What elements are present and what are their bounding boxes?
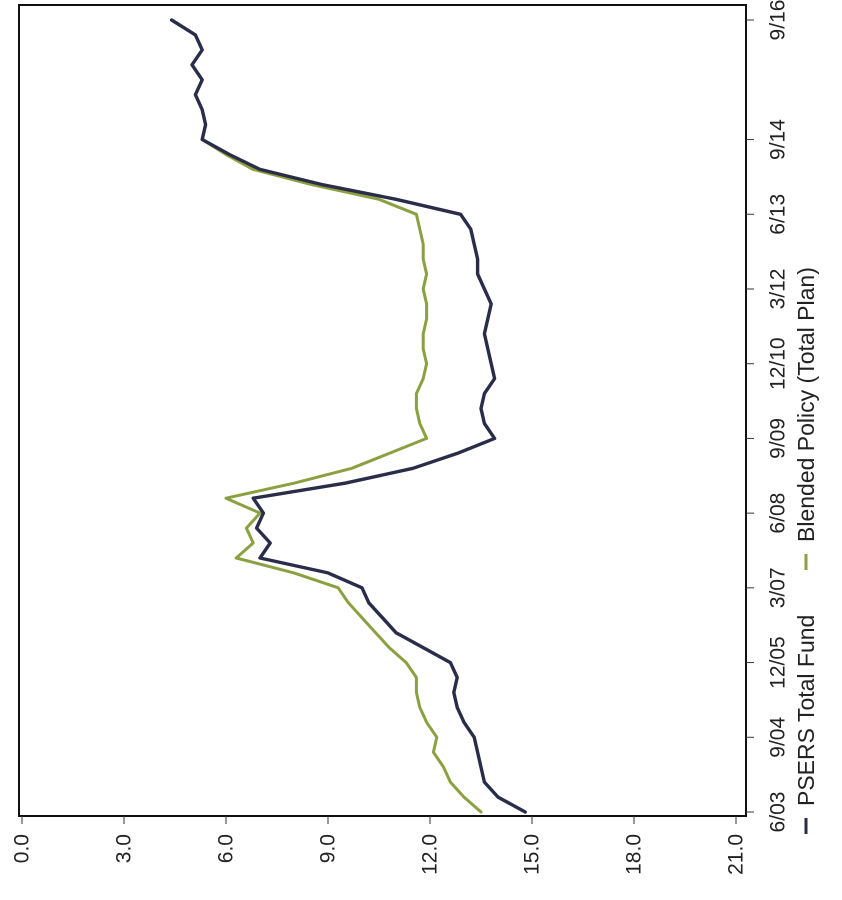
date-tick-label: 6/13 <box>767 194 790 235</box>
date-tick-label: 12/10 <box>767 337 790 390</box>
date-tick-label: 9/09 <box>767 418 790 459</box>
date-tick-label: 3/07 <box>767 567 790 608</box>
value-tick-label: 9.0 <box>317 834 340 863</box>
value-tick-label: 6.0 <box>215 834 238 863</box>
date-tick-label: 9/16 <box>767 0 790 40</box>
value-tick-label: 3.0 <box>113 834 136 863</box>
legend-label: Blended Policy (Total Plan) <box>793 267 819 542</box>
value-tick-label: 21.0 <box>725 834 748 875</box>
value-tick-label: 12.0 <box>419 834 442 875</box>
legend: PSERS Total Fund Blended Policy (Total Pl… <box>793 267 819 834</box>
value-tick-label: 0.0 <box>11 834 34 863</box>
date-tick-label: 9/04 <box>767 717 790 758</box>
series-line-psers-total-fund <box>169 18 527 814</box>
date-tick-label: 9/14 <box>767 119 790 160</box>
series-layer <box>169 18 527 814</box>
date-tick-label: 6/08 <box>767 493 790 534</box>
date-tick-label: 12/05 <box>767 636 790 689</box>
legend-label: PSERS Total Fund <box>793 615 819 806</box>
plot-frame <box>18 4 747 817</box>
value-tick-label: 18.0 <box>623 834 646 875</box>
date-tick-label: 3/12 <box>767 269 790 310</box>
x-axis: 6/03 9/04 12/05 3/07 6/08 9/09 12/10 3/12 6/13 9/… <box>746 0 790 832</box>
value-tick-label: 15.0 <box>521 834 544 875</box>
date-tick-label: 6/03 <box>767 792 790 833</box>
y-axis: 0.0 3.0 6.0 9.0 12.0 15.0 18.0 21.0 <box>11 816 748 875</box>
